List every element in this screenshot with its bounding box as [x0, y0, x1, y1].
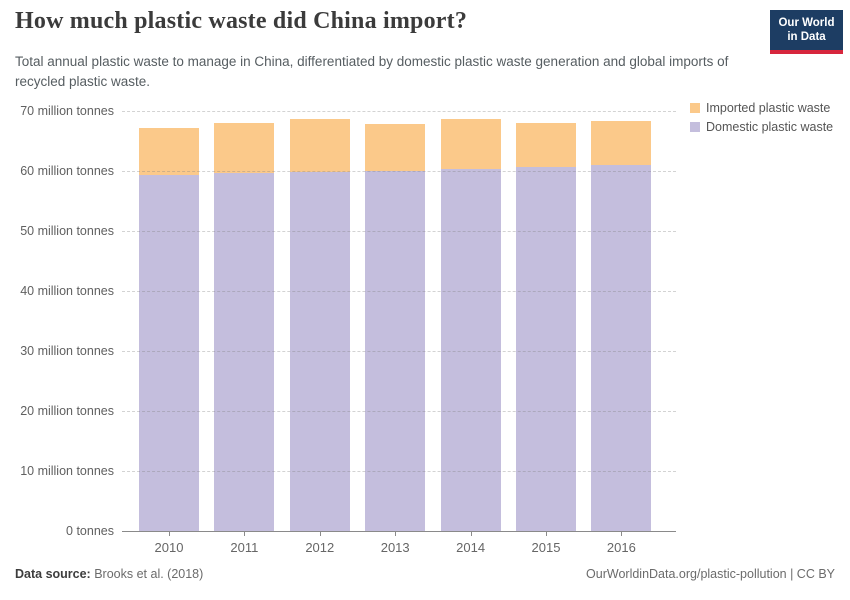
bar-segment-imported-2011[interactable]: [214, 123, 275, 174]
footer-link: OurWorldinData.org/plastic-pollution | C…: [586, 567, 835, 581]
legend-swatch-icon: [690, 122, 700, 132]
y-tick-label: 20 million tonnes: [20, 404, 114, 418]
y-tick-label: 0 tonnes: [66, 524, 114, 538]
x-tick-label: 2013: [380, 540, 410, 555]
x-tick-mark: [470, 531, 472, 536]
owid-logo-line2: in Data: [787, 31, 826, 44]
data-source-label: Data source:: [15, 567, 91, 581]
y-tick-label: 30 million tonnes: [20, 344, 114, 358]
bar-segment-imported-2012[interactable]: [289, 118, 350, 173]
chart-subtitle: Total annual plastic waste to manage in …: [15, 54, 729, 89]
x-tick-label: 2014: [456, 540, 486, 555]
bar-segment-domestic-2013[interactable]: [365, 171, 426, 531]
gridline: [122, 411, 676, 412]
gridline: [122, 111, 676, 112]
owid-logo: Our World in Data: [770, 10, 843, 54]
y-tick-label: 10 million tonnes: [20, 464, 114, 478]
gridline: [122, 231, 676, 232]
legend-item[interactable]: Imported plastic waste: [690, 101, 833, 115]
bar-segment-imported-2015[interactable]: [516, 123, 576, 167]
gridline: [122, 351, 676, 352]
y-tick-label: 60 million tonnes: [20, 164, 114, 178]
x-tick-mark: [169, 531, 170, 536]
bar-segment-domestic-2014[interactable]: [440, 168, 501, 531]
legend-label: Domestic plastic waste: [706, 120, 834, 134]
x-tick-mark: [395, 531, 397, 536]
x-tick-label: 2016: [606, 540, 636, 555]
gridline: [122, 171, 676, 172]
y-tick-label: 70 million tonnes: [20, 104, 114, 118]
bar-segment-domestic-2015[interactable]: [516, 166, 576, 531]
x-axis-line: [122, 531, 676, 532]
gridline: [122, 471, 676, 472]
bar-segment-imported-2016[interactable]: [591, 121, 652, 165]
bar-segment-domestic-2011[interactable]: [214, 173, 275, 531]
chart-footer: Data source: Brooks et al. (2018) OurWor…: [15, 567, 835, 581]
legend-label: Imported plastic waste: [706, 101, 831, 115]
chart-legend: Imported plastic waste Domestic plastic w…: [690, 101, 833, 139]
data-source-value: Brooks et al. (2018): [94, 567, 204, 581]
y-tick-label: 50 million tonnes: [20, 224, 114, 238]
bar-segment-domestic-2012[interactable]: [289, 172, 350, 531]
legend-item[interactable]: Domestic plastic waste: [690, 120, 833, 134]
owid-logo-line1: Our World: [778, 17, 835, 29]
x-tick-label: 2010: [154, 540, 184, 555]
bar-segment-domestic-2010[interactable]: [139, 175, 199, 531]
page-title: How much plastic waste did China import?: [15, 8, 468, 34]
x-tick-label: 2011: [230, 540, 259, 555]
x-tick-mark: [621, 531, 623, 536]
gridline: [122, 291, 676, 292]
x-tick-mark: [244, 531, 246, 536]
y-tick-label: 40 million tonnes: [20, 284, 114, 298]
x-tick-mark: [319, 531, 321, 536]
legend-swatch-icon: [690, 103, 700, 113]
bar-segment-imported-2010[interactable]: [139, 127, 199, 176]
x-tick-label: 2012: [305, 540, 335, 555]
data-source: Data source: Brooks et al. (2018): [15, 567, 203, 581]
x-tick-label: 2015: [531, 540, 561, 555]
bar-segment-imported-2013[interactable]: [365, 123, 426, 171]
bar-segment-imported-2014[interactable]: [440, 119, 501, 169]
bar-segment-domestic-2016[interactable]: [591, 165, 652, 531]
x-tick-mark: [546, 531, 547, 536]
